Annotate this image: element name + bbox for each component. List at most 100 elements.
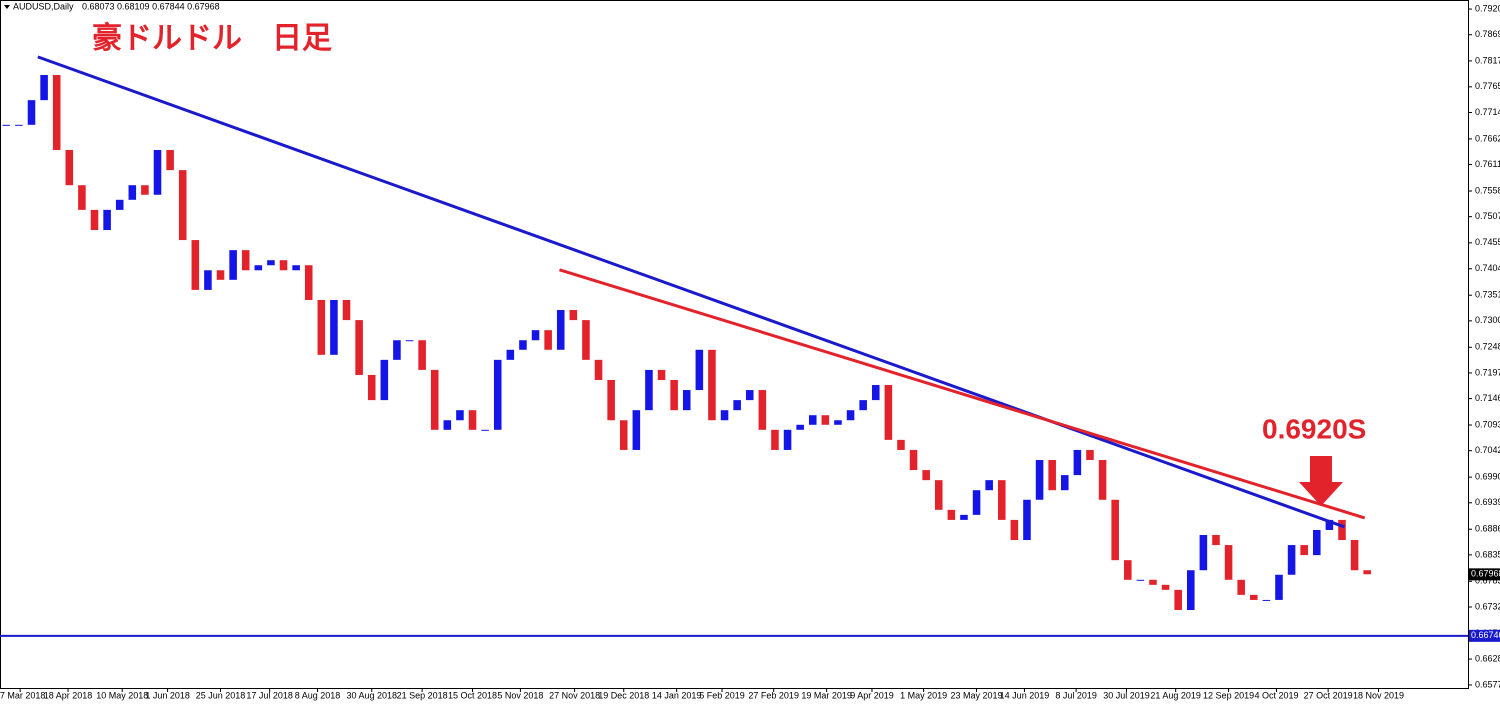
arrow: [1299, 456, 1343, 506]
candle: [418, 340, 426, 370]
x-tick-label: 12 Sep 2019: [1203, 690, 1254, 700]
candle: [1363, 570, 1371, 575]
x-tick-label: 15 Oct 2018: [448, 690, 497, 700]
candle: [153, 149, 162, 195]
y-tick-label: 0.67830: [1475, 576, 1500, 586]
candle: [78, 185, 86, 210]
y-tick-label: 0.65770: [1475, 679, 1500, 689]
candle: [15, 124, 23, 126]
candle: [115, 199, 124, 210]
candle: [405, 340, 414, 342]
candle: [40, 74, 48, 101]
candle: [279, 260, 288, 271]
chart-title: 豪ドルドル 日足: [92, 21, 332, 55]
candle: [1073, 449, 1082, 476]
candle: [846, 410, 855, 421]
candle: [556, 310, 565, 350]
candle: [834, 420, 842, 425]
candle: [947, 509, 956, 520]
candle: [317, 299, 326, 355]
y-tick-label: 0.73005: [1475, 315, 1500, 325]
candle: [128, 185, 137, 200]
x-tick-label: 4 Oct 2019: [1254, 690, 1298, 700]
y-tick-label: 0.71970: [1475, 367, 1500, 377]
y-tick-label: 0.77655: [1475, 81, 1500, 91]
candle: [1287, 545, 1296, 575]
trendline: [37, 55, 1346, 529]
candle: [645, 369, 653, 411]
x-tick-label: 30 Jul 2019: [1103, 690, 1150, 700]
candle: [922, 470, 930, 481]
candle: [607, 379, 615, 421]
candle: [1224, 545, 1233, 580]
candle: [859, 400, 867, 411]
candle: [443, 420, 452, 430]
x-tick-label: 5 Feb 2019: [699, 690, 745, 700]
candle: [695, 349, 704, 391]
candle: [27, 100, 36, 125]
candle: [708, 349, 716, 421]
trendline: [559, 268, 1366, 520]
y-tick-label: 0.68355: [1475, 549, 1500, 559]
candle: [330, 299, 338, 355]
x-tick-label: 9 Apr 2019: [850, 690, 894, 700]
candle: [1350, 540, 1359, 571]
x-tick-label: 27 Oct 2019: [1304, 690, 1353, 700]
candle: [1048, 460, 1056, 491]
candle: [632, 410, 641, 450]
y-tick-label: 0.75585: [1475, 185, 1500, 195]
candle: [997, 480, 1006, 520]
candle: [1237, 579, 1245, 595]
x-tick-label: 10 May 2018: [96, 690, 148, 700]
candle: [1149, 579, 1157, 585]
candle: [985, 480, 993, 491]
y-tick-label: 0.76620: [1475, 133, 1500, 143]
candle: [241, 250, 250, 271]
y-tick-label: 0.79200: [1475, 3, 1500, 13]
y-tick-label: 0.71460: [1475, 393, 1500, 403]
x-tick-label: 18 Apr 2018: [44, 690, 93, 700]
candle: [52, 74, 61, 150]
candle: [430, 369, 439, 430]
candle: [821, 415, 830, 425]
candle: [166, 149, 174, 171]
x-tick-label: 1 Jun 2018: [145, 690, 190, 700]
candle: [191, 240, 200, 290]
x-tick-label: 8 Jul 2019: [1055, 690, 1097, 700]
candle: [481, 429, 489, 431]
candle: [216, 270, 225, 280]
x-tick-label: 21 Sep 2018: [397, 690, 448, 700]
menu-triangle: [4, 5, 10, 9]
candle: [65, 149, 74, 186]
candle: [909, 449, 918, 471]
y-tick-label: 0.74040: [1475, 263, 1500, 273]
x-tick-label: 8 Aug 2018: [295, 690, 341, 700]
candle: [468, 410, 477, 430]
candle: [582, 320, 590, 360]
y-tick-label: 0.70935: [1475, 419, 1500, 429]
candle: [733, 400, 741, 411]
y-tick-label: 0.75075: [1475, 211, 1500, 221]
y-tick-label: 0.69900: [1475, 471, 1500, 481]
candle: [493, 359, 502, 430]
candle: [884, 385, 893, 440]
candle: [1250, 594, 1258, 600]
candle: [670, 379, 678, 411]
candle: [342, 299, 351, 321]
candle: [2, 124, 11, 126]
candle: [1123, 560, 1132, 580]
x-tick-label: 17 Jul 2018: [246, 690, 293, 700]
x-tick-label: 27 Nov 2018: [549, 690, 600, 700]
candle: [1199, 534, 1208, 571]
x-tick-label: 23 May 2019: [951, 690, 1003, 700]
candle: [204, 270, 212, 290]
x-tick-label: 5 Nov 2018: [497, 690, 543, 700]
candle: [657, 369, 666, 380]
x-tick-label: 19 Mar 2019: [801, 690, 852, 700]
candle: [1187, 570, 1195, 610]
candle: [254, 265, 263, 271]
candle: [1275, 574, 1283, 600]
candle: [1325, 519, 1334, 530]
candle: [771, 429, 779, 450]
